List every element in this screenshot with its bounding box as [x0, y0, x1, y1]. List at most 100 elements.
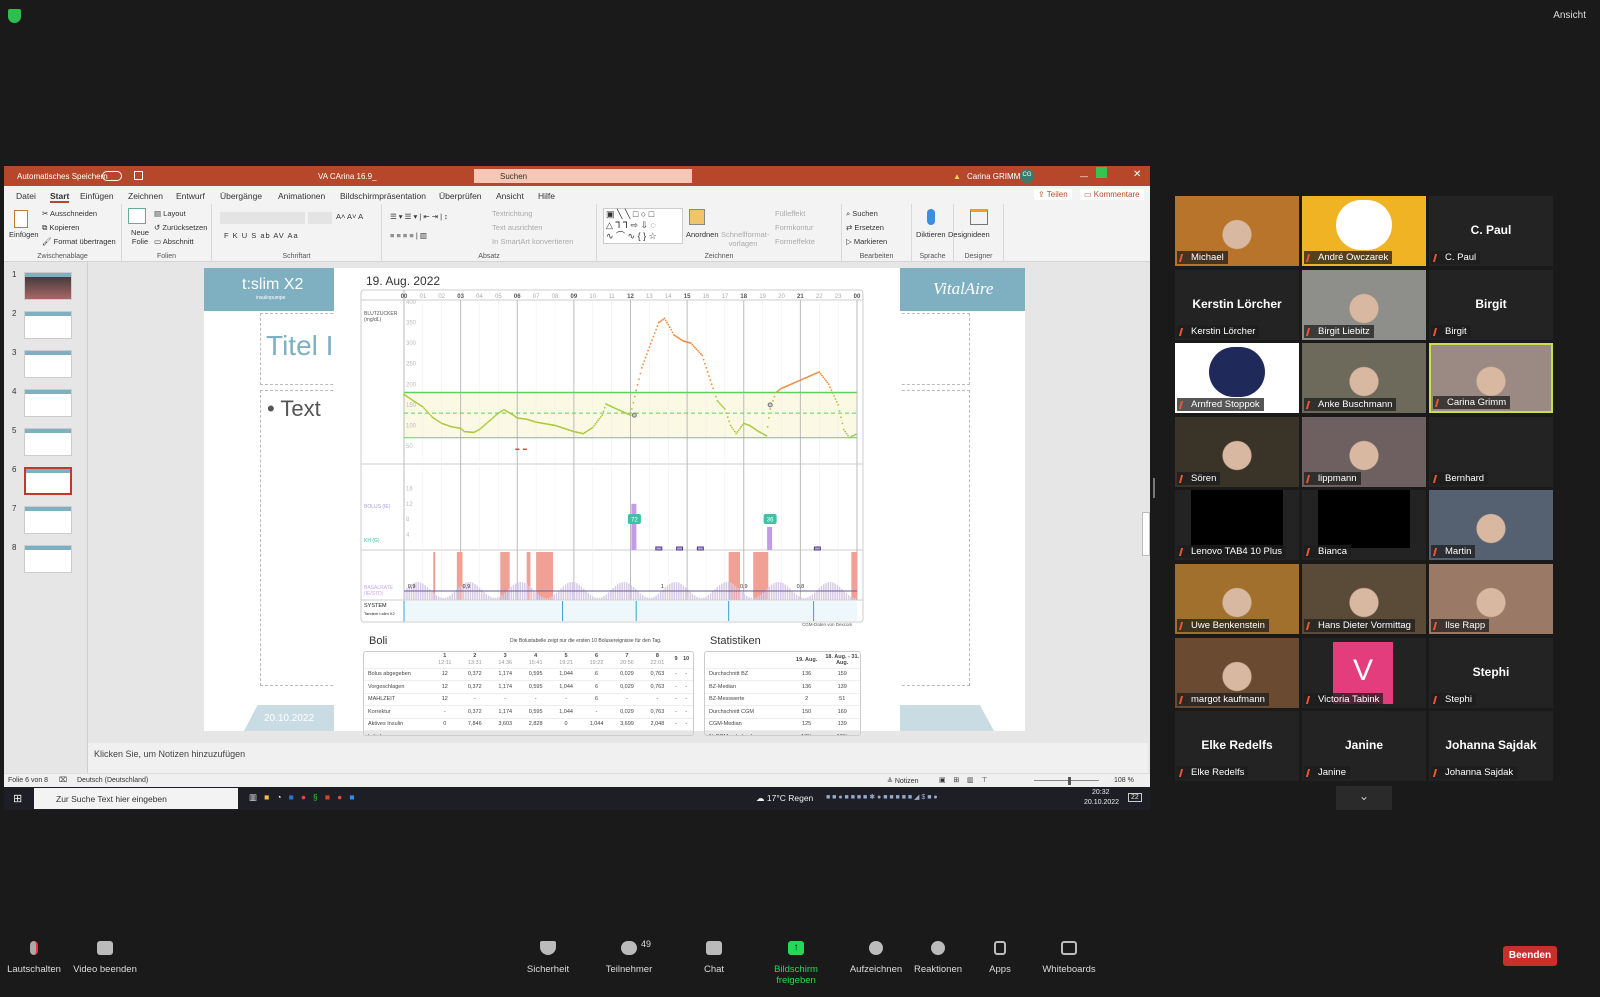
select-button[interactable]: ▷ Markieren — [846, 237, 888, 246]
chat-button[interactable]: Chat — [674, 935, 754, 975]
tab-start[interactable]: Start — [50, 191, 70, 203]
participant-tile[interactable]: Stephi Stephi — [1429, 637, 1553, 708]
notes-pane[interactable]: Klicken Sie, um Notizen hinzuzufügen — [88, 743, 1148, 773]
notification-center[interactable]: 22 — [1128, 793, 1142, 802]
taskbar-search-input[interactable]: Zur Suche Text hier eingeben — [34, 788, 238, 809]
minimize-icon[interactable]: — — [1080, 172, 1088, 181]
slide-thumbnail[interactable] — [24, 272, 72, 300]
new-slide-button[interactable]: Neue Folie — [131, 228, 149, 246]
participant-tile[interactable]: Birgit Liebitz — [1302, 269, 1426, 340]
participant-tile[interactable]: margot kaufmann — [1175, 637, 1299, 708]
font-family-select[interactable] — [220, 212, 305, 224]
slide-thumbnail[interactable] — [24, 545, 72, 573]
close-icon[interactable]: ✕ — [1133, 169, 1142, 180]
slide-thumbnail[interactable] — [24, 506, 72, 534]
mute-button[interactable]: Lautschalten — [0, 935, 74, 975]
arrange-button[interactable]: Anordnen — [686, 230, 719, 239]
paste-button[interactable]: Einfügen — [9, 230, 39, 239]
participant-tile[interactable]: lippmann — [1302, 416, 1426, 487]
participant-tile[interactable]: Bianca — [1302, 490, 1426, 561]
whiteboards-button[interactable]: Whiteboards — [1029, 935, 1109, 975]
design-ideas-button[interactable]: Designideen — [948, 230, 990, 239]
tab-ansicht[interactable]: Ansicht — [496, 191, 524, 201]
participant-tile[interactable]: Hans Dieter Vormittag — [1302, 564, 1426, 634]
participant-tile[interactable]: Anke Buschmann — [1302, 343, 1426, 414]
participant-tile[interactable]: Arnfred Stoppok — [1175, 343, 1299, 414]
tab-datei[interactable]: Datei — [16, 191, 36, 201]
replace-button[interactable]: ⇄ Ersetzen — [846, 223, 884, 232]
list-buttons[interactable]: ☰ ▾ ☰ ▾ | ⇤ ⇥ | ↕ — [390, 212, 448, 221]
tab-bildschirmpräsentation[interactable]: Bildschirmpräsentation — [340, 191, 426, 201]
record-button[interactable]: Aufzeichnen — [836, 935, 916, 975]
search-input[interactable]: Suchen — [474, 169, 692, 183]
layout-button[interactable]: ▤ Layout — [154, 209, 186, 218]
slide-thumbnail[interactable] — [24, 350, 72, 378]
stop-video-button[interactable]: Video beenden — [65, 935, 145, 975]
reset-button[interactable]: ↺ Zurücksetzen — [154, 223, 208, 232]
align-text-button[interactable]: Text ausrichten — [492, 223, 543, 232]
security-button[interactable]: Sicherheit — [508, 935, 588, 975]
share-screen-button[interactable]: ↑ Bildschirm freigeben — [774, 941, 818, 986]
copy-button[interactable]: ⧉ Kopieren — [42, 223, 80, 232]
share-button[interactable]: ⇪ Teilen — [1034, 189, 1072, 200]
participant-tile[interactable]: Johanna Sajdak Johanna Sajdak — [1429, 711, 1553, 782]
font-size-buttons[interactable]: A˄ A˅ A — [336, 212, 364, 221]
autosave-toggle[interactable] — [102, 171, 122, 181]
tab-entwurf[interactable]: Entwurf — [176, 191, 205, 201]
view-button[interactable]: Ansicht — [1553, 10, 1586, 21]
file-name[interactable]: VA CArina 16.9_ — [318, 172, 377, 181]
participant-tile[interactable]: Elke Redelfs Elke Redelfs — [1175, 711, 1299, 782]
participant-tile[interactable]: Carina Grimm — [1429, 343, 1553, 414]
quick-styles-button[interactable]: Schnellformat-vorlagen — [721, 230, 770, 248]
participant-tile[interactable]: Lenovo TAB4 10 Plus — [1175, 490, 1299, 561]
participant-tile[interactable]: Bernhard — [1429, 416, 1553, 487]
zoom-slider[interactable] — [1034, 780, 1099, 781]
section-button[interactable]: ▭ Abschnitt — [154, 237, 194, 246]
font-size-select[interactable] — [308, 212, 332, 224]
participant-tile[interactable]: Ilse Rapp — [1429, 564, 1553, 634]
shape-fill-button[interactable]: Fülleffekt — [775, 209, 806, 218]
vertical-scrollbar[interactable] — [1142, 512, 1150, 556]
notes-button[interactable]: ≜ Notizen — [887, 778, 919, 785]
participant-tile[interactable]: Martin — [1429, 490, 1553, 561]
comments-button[interactable]: ▭ Kommentare — [1080, 189, 1144, 200]
text-direction-button[interactable]: Textrichtung — [492, 209, 533, 218]
participant-tile[interactable]: Sören — [1175, 416, 1299, 487]
windows-start-icon[interactable]: ⊞ — [13, 793, 23, 805]
participant-tile[interactable]: Kerstin Lörcher Kerstin Lörcher — [1175, 269, 1299, 340]
participant-tile[interactable]: Michael — [1175, 196, 1299, 266]
user-avatar[interactable]: CG — [1020, 169, 1034, 183]
panel-resize-handle[interactable] — [1153, 478, 1155, 498]
clock-date[interactable]: 20.10.2022 — [1084, 799, 1120, 806]
reactions-button[interactable]: Reaktionen — [898, 935, 978, 975]
save-icon[interactable] — [134, 171, 143, 180]
shapes-gallery[interactable]: ▣ ╲ ╲ □ ○ □ △ ⅂ ⅂ ⇨ ⇩ ◌ ∿ ⌒ ∿ { } ☆ — [603, 208, 683, 244]
align-buttons[interactable]: ≡ ≡ ≡ ≡ | ▥ — [390, 231, 427, 240]
cut-button[interactable]: ✂ Ausschneiden — [42, 209, 98, 218]
zoom-level[interactable]: 108 % — [1114, 777, 1134, 784]
smartart-button[interactable]: In SmartArt konvertieren — [492, 237, 574, 246]
tab-animationen[interactable]: Animationen — [278, 191, 326, 201]
tab-hilfe[interactable]: Hilfe — [538, 191, 556, 201]
clock-time[interactable]: 20:32 — [1092, 789, 1110, 796]
taskbar-apps[interactable]: ▥ ■ ◔ ■ ● § ■ ● ■ — [249, 792, 355, 802]
tray-icons[interactable]: ■ ■ ● ■ ■ ■ ■ ✱ ● ■ ■ ■ ■ ■ ◢ $ ■ ● — [826, 794, 938, 801]
tab-zeichnen[interactable]: Zeichnen — [128, 191, 163, 201]
font-format-buttons[interactable]: F K U S ab AV Aa — [224, 231, 299, 240]
language-indicator[interactable]: Deutsch (Deutschland) — [77, 777, 149, 784]
format-painter-button[interactable]: 🖌 Format übertragen — [42, 237, 116, 246]
participant-tile[interactable]: Birgit Birgit — [1429, 269, 1553, 340]
tab-übergänge[interactable]: Übergänge — [220, 191, 263, 201]
participant-tile[interactable]: André Owczarek — [1302, 196, 1426, 266]
slide-canvas[interactable]: t:slim X2 insulinpumpe VitalAire Titel I… — [204, 268, 1025, 736]
slide-thumbnail[interactable] — [24, 428, 72, 456]
slide-thumbnail[interactable] — [24, 389, 72, 417]
participants-button[interactable]: 49 Teilnehmer — [605, 939, 653, 975]
tab-überprüfen[interactable]: Überprüfen — [439, 191, 482, 201]
slide-thumbnail[interactable] — [24, 311, 72, 339]
participant-tile[interactable]: C. Paul C. Paul — [1429, 196, 1553, 266]
gallery-next-page-button[interactable]: ⌄ — [1336, 786, 1392, 810]
shape-outline-button[interactable]: Formkontur — [775, 223, 814, 232]
view-buttons[interactable]: ▣ ⊞ ▥ ⊤ — [939, 777, 988, 784]
end-meeting-button[interactable]: Beenden — [1503, 946, 1557, 966]
